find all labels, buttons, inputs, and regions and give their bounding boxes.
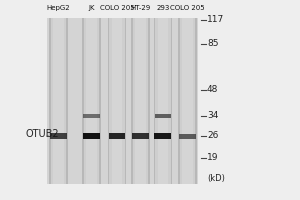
- Bar: [182, 18, 193, 184]
- Bar: [49, 18, 51, 184]
- Bar: [46, 18, 198, 184]
- Bar: [82, 18, 101, 184]
- Bar: [148, 18, 150, 184]
- Bar: [171, 18, 172, 184]
- Bar: [155, 114, 171, 118]
- Bar: [195, 18, 197, 184]
- Text: (kD): (kD): [207, 174, 225, 184]
- Text: COLO 205: COLO 205: [100, 5, 134, 11]
- Bar: [66, 18, 68, 184]
- Bar: [154, 18, 172, 184]
- Bar: [131, 18, 133, 184]
- Text: HT-29: HT-29: [130, 5, 151, 11]
- Text: JK: JK: [88, 5, 95, 11]
- Text: 26: 26: [207, 132, 218, 140]
- Text: 117: 117: [207, 16, 224, 24]
- Bar: [49, 18, 68, 184]
- Text: 34: 34: [207, 112, 218, 120]
- Bar: [132, 133, 149, 139]
- Bar: [83, 133, 100, 139]
- Bar: [83, 114, 100, 118]
- Bar: [109, 133, 125, 139]
- Bar: [86, 18, 97, 184]
- Bar: [50, 133, 67, 139]
- Bar: [158, 18, 168, 184]
- Bar: [112, 18, 122, 184]
- Text: 293: 293: [156, 5, 170, 11]
- Bar: [125, 18, 126, 184]
- Bar: [131, 18, 150, 184]
- Text: 48: 48: [207, 85, 218, 94]
- Text: 19: 19: [207, 154, 218, 162]
- Bar: [99, 18, 101, 184]
- Bar: [108, 18, 109, 184]
- Bar: [179, 134, 196, 138]
- Text: 85: 85: [207, 40, 218, 48]
- Text: COLO 205: COLO 205: [170, 5, 205, 11]
- Bar: [108, 18, 126, 184]
- Bar: [135, 18, 146, 184]
- Text: OTUB2: OTUB2: [26, 129, 59, 139]
- Bar: [178, 18, 197, 184]
- Bar: [178, 18, 180, 184]
- Bar: [154, 133, 172, 139]
- Bar: [154, 18, 155, 184]
- Bar: [82, 18, 84, 184]
- Text: HepG2: HepG2: [47, 5, 70, 11]
- Bar: [53, 18, 64, 184]
